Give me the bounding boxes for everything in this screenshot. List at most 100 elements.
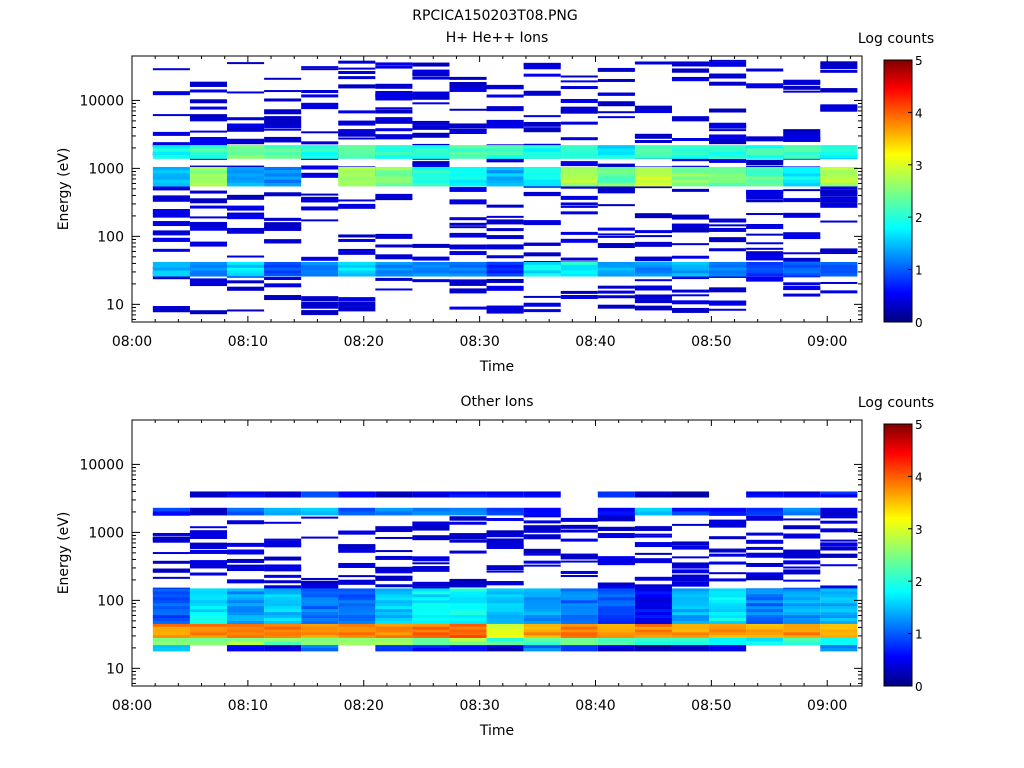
- heatmap-cell: [189, 179, 228, 184]
- heatmap-cell: [338, 267, 376, 271]
- heatmap-cell: [597, 170, 635, 174]
- heatmap-cell: [189, 176, 228, 181]
- heatmap-cell: [560, 632, 598, 636]
- heatmap-cell: [189, 282, 228, 287]
- heatmap-cell: [412, 615, 450, 619]
- heatmap-cell: [227, 588, 265, 592]
- heatmap-cell: [264, 98, 302, 102]
- heatmap-cell: [671, 609, 710, 613]
- heatmap-cell: [709, 219, 747, 222]
- heatmap-cell: [152, 576, 190, 579]
- heatmap-cell: [709, 287, 747, 293]
- heatmap-cell: [783, 132, 821, 138]
- heatmap-cell: [820, 261, 858, 266]
- heatmap-cell: [597, 187, 635, 193]
- heatmap-cell: [264, 594, 302, 598]
- heatmap-cell: [486, 309, 524, 314]
- heatmap-cell: [634, 170, 672, 174]
- heatmap-cell: [634, 148, 672, 153]
- heatmap-cell: [152, 623, 190, 628]
- heatmap-cell: [783, 507, 821, 512]
- heatmap-cell: [746, 151, 784, 156]
- heatmap-cell: [189, 198, 228, 204]
- heatmap-cell: [338, 594, 376, 598]
- heatmap-cell: [449, 148, 487, 153]
- heatmap-cell: [227, 637, 265, 642]
- heatmap-cell: [820, 603, 858, 607]
- heatmap-cell: [671, 157, 710, 162]
- heatmap-cell: [709, 591, 747, 595]
- heatmap-cell: [227, 145, 265, 149]
- heatmap-cell: [709, 182, 747, 187]
- heatmap-cell: [189, 89, 228, 93]
- heatmap-cell: [820, 290, 858, 294]
- heatmap-cell: [634, 133, 672, 139]
- heatmap-cell: [338, 148, 376, 153]
- heatmap-cell: [709, 648, 747, 652]
- x-tick-label: 08:00: [112, 698, 152, 714]
- heatmap-cell: [820, 554, 858, 558]
- heatmap-cell: [227, 579, 265, 584]
- heatmap-cell: [227, 623, 265, 628]
- heatmap-cell: [449, 516, 487, 520]
- heatmap-cell: [449, 618, 487, 622]
- heatmap-cell: [449, 494, 487, 498]
- heatmap-cell: [449, 176, 487, 181]
- heatmap-cell: [449, 518, 487, 521]
- heatmap-cell: [449, 615, 487, 619]
- heatmap-cell: [227, 214, 265, 220]
- heatmap-cell: [560, 80, 598, 83]
- heatmap-cell: [709, 227, 747, 232]
- heatmap-cell: [746, 233, 784, 236]
- heatmap-cell: [746, 637, 784, 642]
- heatmap-cell: [486, 228, 524, 232]
- heatmap-cell: [523, 594, 561, 598]
- heatmap-cell: [783, 257, 821, 262]
- heatmap-cell: [486, 623, 524, 628]
- heatmap-cell: [227, 166, 265, 171]
- heatmap-cell: [486, 597, 524, 601]
- heatmap-cell: [783, 189, 821, 192]
- heatmap-cell: [746, 597, 784, 601]
- heatmap-cell: [671, 151, 710, 156]
- heatmap-cell: [412, 626, 450, 630]
- colorbar-tick-label: 3: [915, 159, 923, 173]
- heatmap-cell: [486, 176, 524, 181]
- heatmap-cell: [375, 270, 413, 274]
- heatmap-cell: [301, 597, 339, 601]
- heatmap-cell: [634, 620, 672, 625]
- heatmap-cell: [152, 131, 190, 136]
- heatmap-cell: [301, 494, 339, 498]
- heatmap-cell: [523, 645, 561, 649]
- heatmap-cell: [227, 128, 265, 132]
- heatmap-cell: [301, 620, 339, 625]
- heatmap-cell: [338, 609, 376, 613]
- heatmap-cell: [301, 206, 339, 209]
- heatmap-cell: [634, 182, 672, 187]
- heatmap-cell: [301, 609, 339, 613]
- heatmap-cell: [634, 535, 672, 538]
- heatmap-cell: [449, 288, 487, 294]
- heatmap-cell: [449, 151, 487, 156]
- heatmap-cell: [783, 212, 821, 218]
- heatmap-cell: [449, 232, 487, 235]
- heatmap-cell: [264, 564, 302, 570]
- heatmap-cell: [783, 635, 821, 639]
- heatmap-cell: [783, 623, 821, 628]
- heatmap-cell: [820, 507, 858, 512]
- heatmap-cell: [301, 623, 339, 628]
- heatmap-cell: [152, 597, 190, 601]
- heatmap-cell: [375, 629, 413, 633]
- heatmap-cell: [227, 176, 265, 181]
- heatmap-cell: [709, 588, 747, 592]
- heatmap-cell: [634, 109, 672, 114]
- heatmap-cell: [152, 186, 190, 191]
- heatmap-cell: [597, 618, 635, 622]
- heatmap-cell: [301, 301, 339, 306]
- heatmap-cell: [671, 594, 710, 598]
- heatmap-cell: [152, 606, 190, 610]
- heatmap-cell: [227, 170, 265, 174]
- heatmap-cell: [227, 173, 265, 177]
- heatmap-cell: [449, 491, 487, 495]
- heatmap-cell: [560, 173, 598, 177]
